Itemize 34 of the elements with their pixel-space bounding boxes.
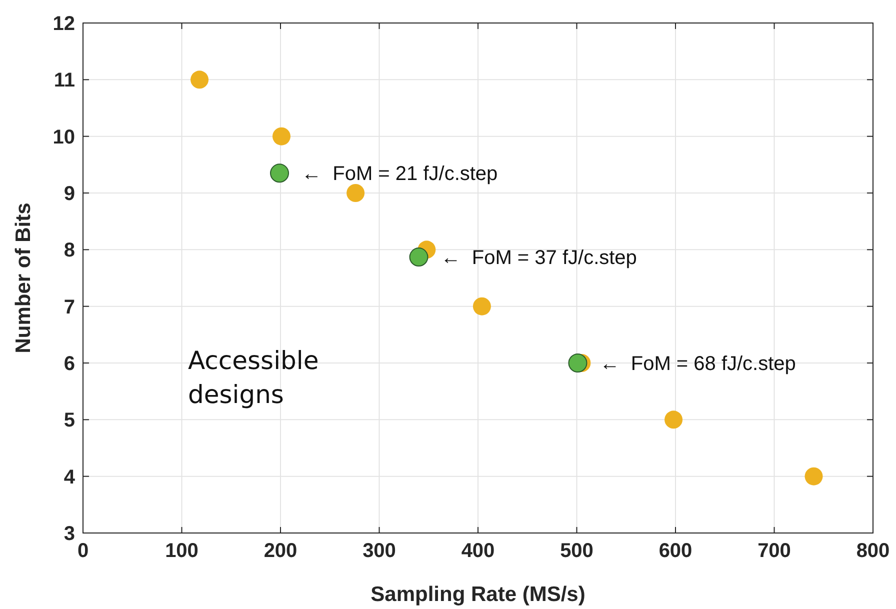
y-tick-label: 11: [54, 70, 75, 92]
x-tick-label: 100: [165, 540, 198, 562]
point: [409, 248, 428, 267]
point: [190, 70, 209, 89]
annotation: ← FoM = 37 fJ/c.step: [440, 247, 637, 270]
x-axis-title: Sampling Rate (MS/s): [370, 583, 586, 606]
annotation: ← FoM = 68 fJ/c.step: [600, 353, 796, 375]
point: [346, 184, 365, 202]
annotation: ← FoM = 21 fJ/c.step: [302, 163, 498, 186]
x-tick-label: 700: [758, 540, 791, 562]
y-tick-label: 7: [64, 296, 75, 318]
point: [664, 410, 683, 429]
y-tick-label: 10: [52, 126, 75, 148]
annotation: Accessible designs: [188, 346, 319, 409]
y-tick-label: 8: [64, 240, 75, 262]
y-axis-title: Number of Bits: [12, 202, 35, 354]
point: [804, 467, 823, 486]
point: [272, 127, 290, 146]
y-tick-label: 9: [64, 183, 75, 205]
y-tick-label: 5: [64, 410, 75, 432]
x-tick-label: 800: [856, 540, 890, 562]
x-tick-label: 400: [461, 540, 495, 562]
y-tick-label: 3: [64, 523, 75, 545]
x-tick-label: 600: [658, 540, 692, 562]
point: [270, 164, 290, 183]
y-tick-label: 4: [64, 466, 76, 488]
y-tick-label: 6: [64, 353, 75, 375]
y-tick-label: 12: [52, 13, 75, 35]
x-tick-label: 500: [560, 540, 594, 562]
point: [568, 354, 588, 372]
point: [472, 297, 491, 316]
x-tick-label: 300: [362, 540, 396, 562]
x-tick-label: 0: [77, 540, 89, 562]
x-tick-label: 200: [264, 540, 298, 562]
